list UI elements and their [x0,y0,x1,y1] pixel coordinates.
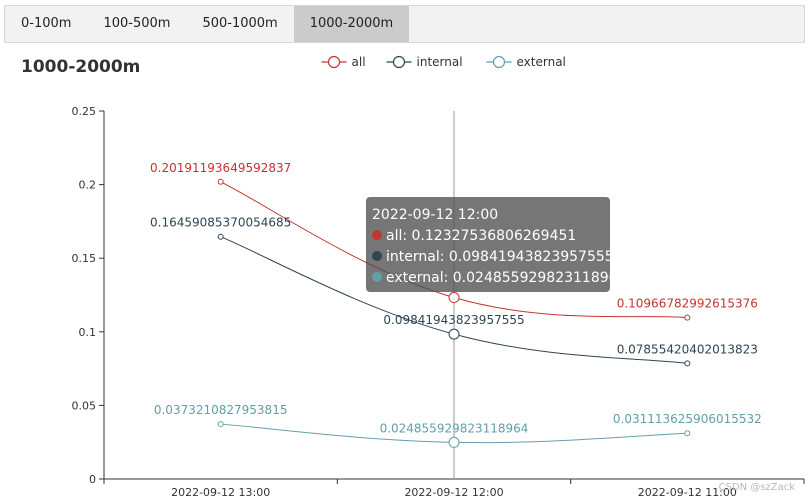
tooltip-row: all: 0.12327536806269451 [386,228,576,244]
y-tick-label: 0.2 [79,179,97,192]
data-point-external [217,421,224,428]
legend-marker [392,55,406,69]
legend-item-internal: internal [386,55,463,69]
data-point-all [448,292,460,304]
tooltip-marker [372,230,382,240]
chart-legend: all internal external [321,55,566,69]
legend-label: external [517,55,566,69]
y-tick-label: 0.25 [72,105,97,118]
tab-100-500m[interactable]: 100-500m [103,16,171,31]
legend-item-all: all [321,55,366,69]
chart-title: 1000-2000m [21,57,140,77]
y-tick-label: 0.1 [79,326,97,339]
legend-label: all [352,55,366,69]
data-point-internal [448,328,460,340]
y-tick-label: 0.05 [72,399,97,412]
tooltip-row: internal: 0.09841943823957555 [386,249,614,265]
series-internal [217,233,691,367]
legend-label: internal [417,55,463,69]
watermark: CSDN @szZack [718,482,795,493]
data-point-all [684,314,691,321]
data-point-internal [217,233,224,240]
chart-data-labels: 0.20191193649592837 0.10966782992615376 0.… [150,161,762,436]
legend-item-external: external [486,55,566,69]
data-label-all: 0.10966782992615376 [617,297,758,311]
chart-series [217,178,691,448]
data-label-internal: 0.16459085370054685 [150,216,291,230]
tab-0-100m[interactable]: 0-100m [21,16,72,31]
tooltip-marker [372,272,382,282]
tooltip-row: external: 0.024855929823118964 [386,270,627,286]
data-label-all: 0.20191193649592837 [150,161,291,175]
tab-500-1000m[interactable]: 500-1000m [202,16,278,31]
series-external [217,421,691,448]
tooltip-box [366,197,610,292]
chart-tooltip: 2022-09-12 12:00 all: 0.12327536806269451… [366,197,627,292]
data-point-internal [684,360,691,367]
x-tick-label: 2022-09-12 13:00 [171,486,270,499]
range-tabs: 0-100m 100-500m 500-1000m 1000-2000m [4,5,805,43]
tooltip-title: 2022-09-12 12:00 [372,207,498,223]
x-tick-label: 2022-09-12 11:00 [638,486,737,499]
data-point-external [448,436,460,448]
chart-axes: 0 0.05 0.1 0.15 0.2 0.25 2022-09-12 13:00 2022-… [72,105,805,499]
data-label-external: 0.031113625906015532 [613,412,762,426]
legend-marker [492,55,506,69]
data-point-external [684,430,691,437]
series-all [217,178,691,321]
data-label-external: 0.024855929823118964 [380,421,529,435]
y-tick-label: 0.15 [72,252,97,265]
legend-marker [327,55,341,69]
tab-1000-2000m[interactable]: 1000-2000m [293,6,410,42]
x-tick-label: 2022-09-12 12:00 [404,486,503,499]
data-point-all [217,178,224,185]
data-label-internal: 0.07855420402013823 [617,342,758,356]
tooltip-marker [372,251,382,261]
y-tick-label: 0 [89,473,96,486]
data-label-external: 0.0373210827953815 [154,403,288,417]
data-label-internal: 0.09841943823957555 [383,313,524,327]
